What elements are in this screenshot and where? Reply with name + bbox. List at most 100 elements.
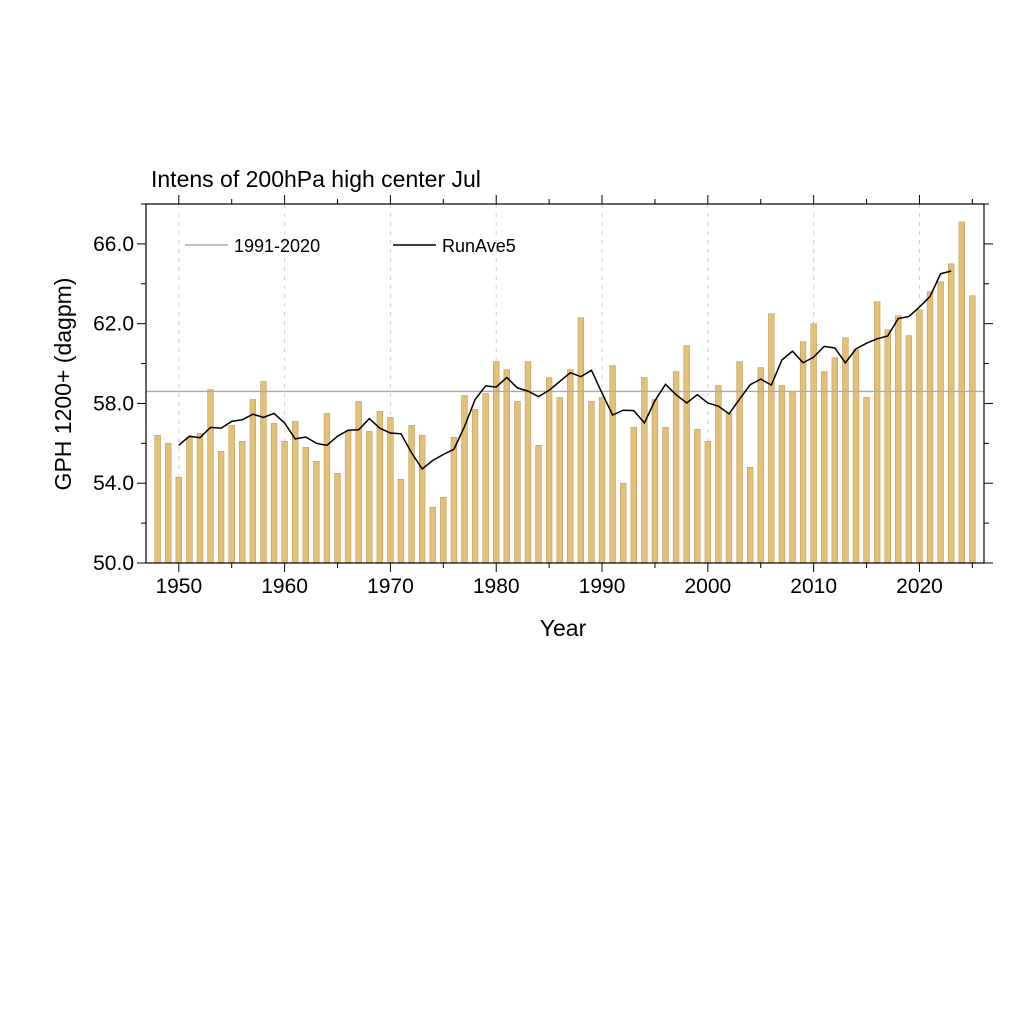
bar — [334, 473, 341, 564]
bar — [895, 315, 902, 564]
bar — [842, 337, 849, 564]
bar — [588, 401, 595, 564]
bar — [471, 409, 479, 564]
bar — [683, 345, 690, 564]
bar — [969, 295, 976, 564]
bar — [747, 467, 754, 564]
x-axis-label: Year — [540, 615, 587, 641]
bar — [757, 367, 764, 564]
bar — [387, 417, 394, 564]
y-tick-label: 62.0 — [93, 313, 134, 336]
bar — [567, 369, 574, 564]
bar — [429, 506, 436, 564]
bar — [620, 482, 627, 564]
bar — [863, 397, 870, 564]
x-tick-label: 1970 — [367, 575, 414, 598]
bar — [651, 399, 659, 564]
x-tick-label: 1990 — [579, 575, 626, 598]
legend-label-climatology: 1991-2020 — [234, 236, 320, 256]
bar — [662, 427, 669, 564]
bar — [344, 431, 352, 564]
bar — [905, 335, 913, 564]
x-tick-label: 1950 — [155, 575, 202, 598]
y-tick-label: 50.0 — [93, 552, 134, 575]
bar — [630, 427, 637, 564]
bar — [186, 437, 193, 564]
bar — [260, 381, 267, 564]
bar — [810, 323, 817, 564]
bar — [313, 461, 320, 564]
bar — [323, 413, 331, 564]
y-tick-label: 58.0 — [93, 392, 134, 415]
bar — [196, 433, 204, 564]
bar — [249, 399, 257, 564]
bar — [598, 397, 606, 564]
bar — [958, 221, 965, 564]
bar — [821, 371, 828, 564]
x-tick-label: 2010 — [790, 575, 837, 598]
bar — [609, 365, 616, 564]
bar — [270, 423, 278, 564]
bar-series — [154, 221, 976, 564]
bar — [514, 401, 521, 564]
bar — [641, 377, 648, 564]
bar — [355, 401, 362, 564]
bar — [239, 441, 246, 564]
bar — [778, 385, 786, 564]
x-tick-label: 2000 — [684, 575, 731, 598]
bar — [397, 478, 405, 564]
bar — [831, 357, 838, 564]
bar — [799, 341, 807, 564]
y-tick-labels: 50.0 54.0 58.0 62.0 66.0 — [93, 233, 134, 575]
bar — [694, 429, 701, 564]
x-tick-labels: 1950 1960 1970 1980 1990 2000 2010 2020 — [155, 575, 942, 598]
x-tick-label: 1980 — [473, 575, 520, 598]
legend-label-runave: RunAve5 — [442, 236, 516, 256]
bar — [725, 413, 733, 564]
bar — [292, 421, 299, 564]
bar — [503, 369, 510, 564]
bar — [937, 281, 944, 564]
bar — [916, 309, 923, 564]
axis-ticks — [137, 195, 993, 572]
bar — [672, 371, 680, 564]
bar — [873, 301, 881, 564]
bar — [281, 441, 288, 564]
bar — [535, 445, 542, 564]
bar — [482, 393, 489, 564]
bar — [302, 447, 309, 564]
y-tick-label: 66.0 — [93, 233, 134, 256]
bar — [715, 385, 722, 564]
x-tick-label: 1960 — [261, 575, 308, 598]
chart-title: Intens of 200hPa high center Jul — [151, 166, 481, 192]
bar — [450, 437, 458, 564]
bar — [440, 496, 447, 564]
bar — [418, 435, 426, 564]
bar — [948, 263, 955, 564]
bar — [376, 411, 383, 564]
plot-frame — [145, 203, 985, 564]
bar — [884, 329, 891, 564]
y-tick-label: 54.0 — [93, 472, 134, 495]
bar — [366, 431, 373, 564]
bar — [704, 441, 712, 564]
x-tick-label: 2020 — [896, 575, 943, 598]
bar — [789, 391, 796, 564]
bar — [175, 476, 182, 564]
bar — [926, 291, 934, 564]
bar — [154, 435, 161, 564]
legend: 1991-2020 RunAve5 — [185, 236, 516, 256]
bar — [408, 425, 415, 564]
bar — [217, 451, 225, 564]
bar — [165, 443, 172, 564]
bar — [556, 397, 563, 564]
bar — [852, 349, 860, 564]
y-axis-label: GPH 1200+ (dagpm) — [50, 278, 76, 491]
bar — [768, 313, 775, 564]
bar — [545, 377, 553, 564]
bar — [228, 425, 235, 564]
running-mean-line — [178, 270, 952, 470]
bar — [577, 317, 585, 564]
bar — [207, 389, 214, 564]
